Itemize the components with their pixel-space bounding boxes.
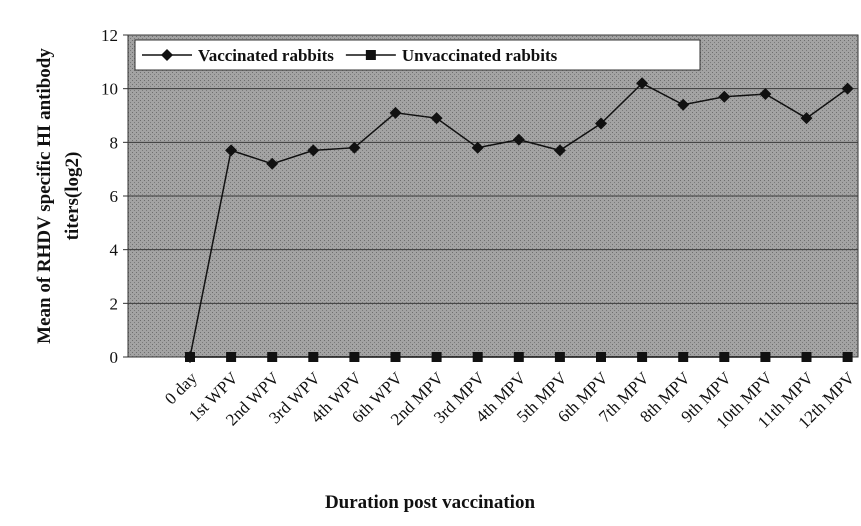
marker — [349, 352, 360, 362]
y-axis-title: titers(log2) — [62, 152, 83, 241]
marker — [225, 144, 238, 157]
y-tick-label: 2 — [110, 294, 119, 313]
marker — [307, 144, 320, 157]
marker — [431, 352, 442, 362]
marker — [390, 352, 401, 362]
marker — [596, 352, 606, 362]
marker — [595, 117, 607, 130]
marker — [512, 133, 525, 146]
y-tick-label: 6 — [110, 187, 119, 206]
y-axis-title: Mean of RHDV specific HI antibody — [34, 48, 55, 344]
marker — [800, 112, 813, 125]
legend-label: Vaccinated rabbits — [198, 46, 334, 65]
y-tick-label: 8 — [110, 133, 119, 152]
marker — [842, 352, 853, 362]
x-axis-title: Duration post vaccination — [325, 492, 536, 513]
marker — [471, 141, 484, 154]
marker — [430, 112, 443, 125]
marker — [801, 352, 812, 362]
marker — [267, 352, 278, 362]
marker — [348, 141, 361, 154]
marker — [637, 352, 648, 362]
marker — [718, 90, 731, 103]
marker — [554, 352, 565, 362]
legend-marker — [365, 50, 376, 60]
marker — [513, 352, 524, 362]
legend-box — [134, 39, 701, 71]
marker — [389, 106, 402, 119]
marker — [226, 352, 237, 362]
marker — [185, 352, 195, 362]
marker — [308, 352, 319, 362]
legend: Vaccinated rabbits Unvaccinated rabbits — [134, 39, 701, 71]
marker — [759, 88, 772, 101]
legend-label: Unvaccinated rabbits — [402, 46, 558, 65]
marker — [472, 352, 483, 362]
marker — [677, 98, 690, 111]
y-tick-label: 12 — [101, 26, 118, 45]
marker — [553, 144, 566, 157]
marker — [760, 352, 771, 362]
y-tick-label: 10 — [101, 80, 118, 99]
marker — [719, 352, 730, 362]
marker — [266, 157, 279, 170]
marker — [841, 82, 854, 95]
y-tick-label: 4 — [110, 241, 119, 260]
marker — [636, 77, 649, 90]
y-tick-label: 0 — [110, 348, 119, 367]
marker — [678, 352, 689, 362]
legend-marker — [161, 49, 173, 61]
